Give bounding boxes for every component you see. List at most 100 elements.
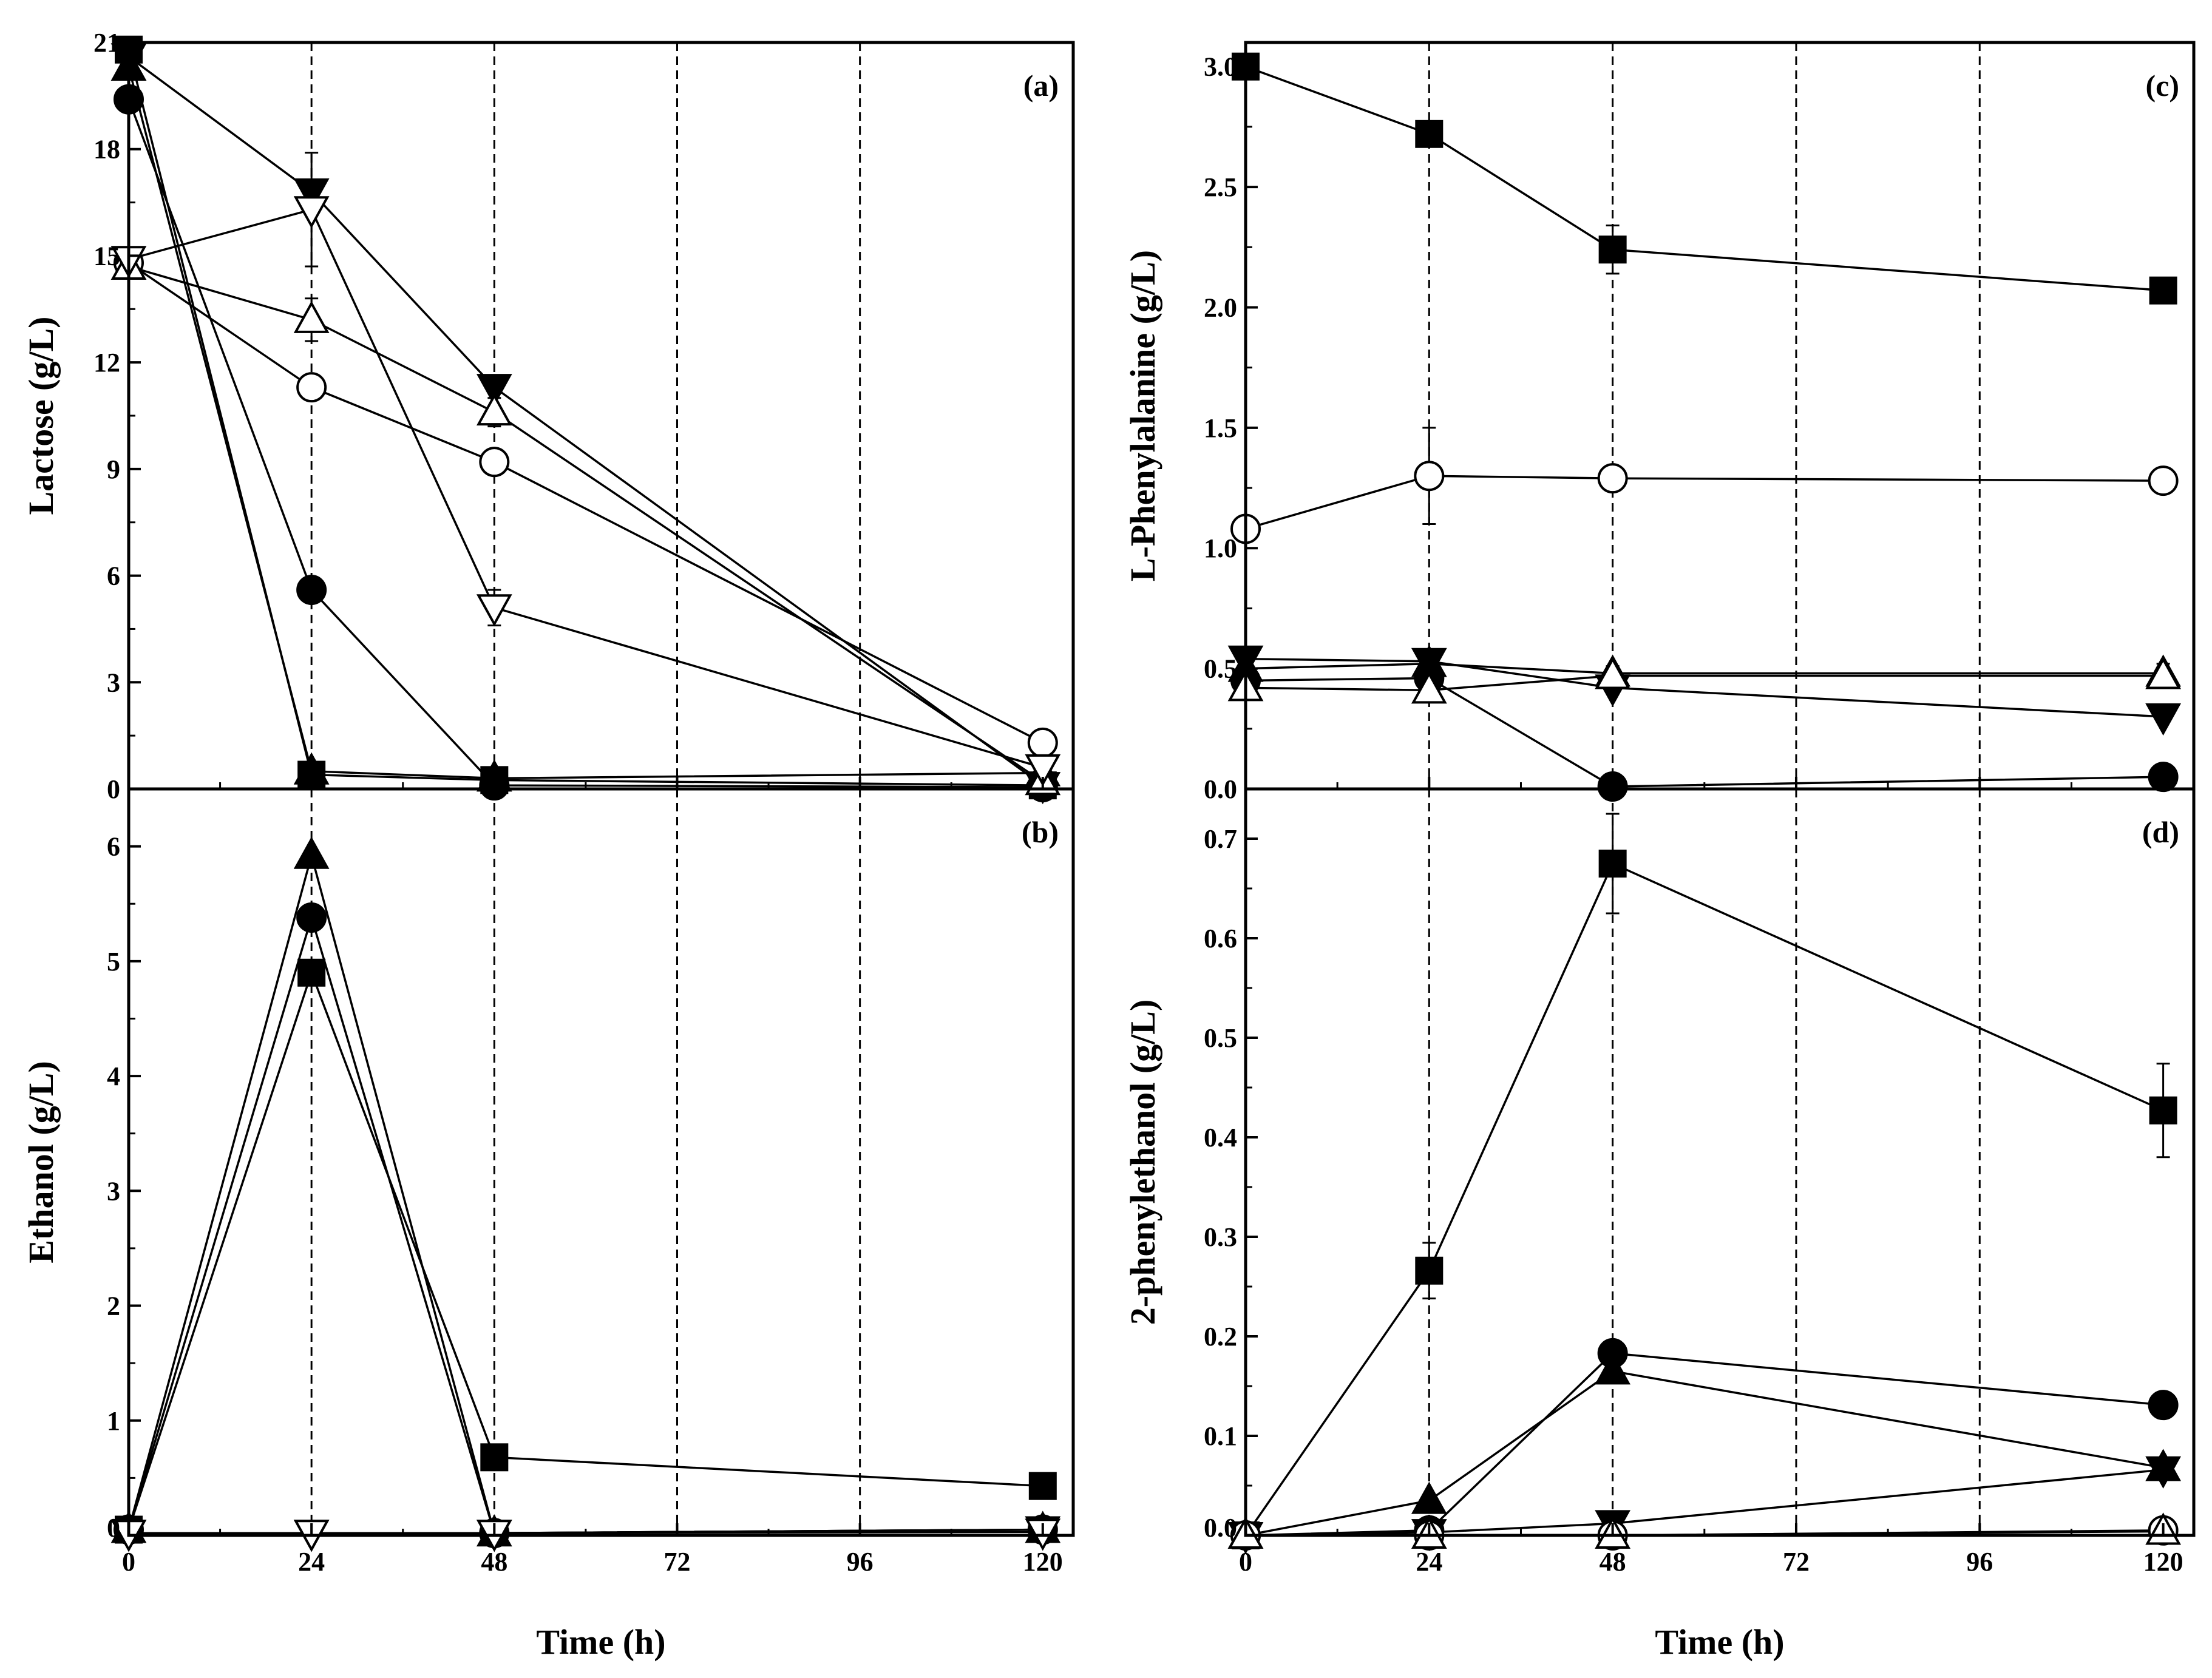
- y-tick-label-b-1: 1: [107, 1406, 120, 1436]
- point-a-6-2: [476, 594, 512, 627]
- y-tick-label-b-2: 2: [107, 1291, 120, 1321]
- x-tick-label-b-5: 120: [1023, 1547, 1063, 1577]
- point-d-0-2: [1598, 850, 1627, 878]
- series-line-a-3: [127, 56, 1043, 787]
- y-tick-label-d-1: 0.1: [1204, 1421, 1237, 1451]
- panel-label-a: (a): [1023, 69, 1059, 103]
- x-tick-label-d-3: 72: [1783, 1547, 1810, 1577]
- y-tick-label-c-3: 1.5: [1204, 413, 1237, 443]
- y-tick-label-c-0: 0.0: [1204, 774, 1237, 804]
- x-tick-label-d-2: 48: [1600, 1547, 1626, 1577]
- y-tick-label-a-0: 0: [107, 774, 120, 804]
- series-line-a-0: [127, 49, 1043, 787]
- x-tick-label-d-0: 0: [1239, 1547, 1252, 1577]
- point-c-0-3: [2149, 276, 2177, 305]
- y-tick-label-d-3: 0.3: [1204, 1222, 1237, 1252]
- x-tick-label-b-3: 72: [663, 1547, 690, 1577]
- series-line-a-2: [127, 67, 1043, 780]
- y-tick-label-d-0: 0.0: [1204, 1513, 1237, 1543]
- point-c-0-1: [1415, 120, 1444, 148]
- x-axis-title-b: Time (h): [536, 1622, 665, 1662]
- y-tick-label-a-5: 15: [93, 241, 120, 271]
- x-tick-label-b-1: 24: [298, 1547, 325, 1577]
- series-line-c-5: [1245, 674, 2163, 692]
- series-line-d-3: [1245, 1469, 2163, 1537]
- panel-c: 0.0 0.5 1.0 1.5 2.0 2.5 3.0 L-Phenylalanine (g/…: [1123, 41, 2196, 804]
- point-c-1-1: [1414, 461, 1445, 492]
- series-line-a-5: [128, 265, 1043, 783]
- point-d-1-3: [2148, 1390, 2179, 1421]
- x-tick-label-d-1: 24: [1416, 1547, 1442, 1577]
- x-tick-label-d-5: 120: [2143, 1547, 2183, 1577]
- series-line-c-3: [1245, 677, 2163, 788]
- series-line-c-1: [1245, 475, 2163, 530]
- series-line-a-4: [128, 262, 1043, 744]
- point-a-5-2: [476, 393, 512, 426]
- series-line-d-0: [1244, 862, 2164, 1536]
- y-axis-title-c: L-Phenylalanine (g/L): [1123, 250, 1162, 581]
- series-line-a-1: [127, 99, 1043, 788]
- series-line-a-6: [128, 208, 1043, 769]
- point-a-4-2: [479, 447, 510, 478]
- y-tick-label-b-5: 5: [107, 947, 120, 976]
- point-b-0-3: [1028, 1472, 1057, 1500]
- y-tick-label-a-2: 6: [107, 561, 120, 591]
- point-d-0-1: [1415, 1256, 1444, 1285]
- y-tick-label-a-4: 12: [93, 348, 120, 377]
- y-tick-label-c-1: 0.5: [1204, 654, 1237, 684]
- point-a-1-1: [296, 575, 327, 605]
- point-b-2-1: [293, 836, 330, 869]
- point-b-0-1: [297, 958, 326, 987]
- point-c-5-1: [1411, 671, 1447, 704]
- panel-label-d: (d): [2142, 815, 2179, 849]
- point-d-0-3: [2149, 1096, 2177, 1125]
- point-a-3-1: [293, 178, 330, 211]
- y-axis-title-d: 2-phenylethanol (g/L): [1123, 1000, 1162, 1325]
- y-tick-label-a-6: 18: [93, 135, 120, 164]
- point-c-5-2: [1595, 657, 1631, 689]
- y-tick-label-d-4: 0.4: [1204, 1123, 1237, 1152]
- panel-a: 0 3 6 9 12 15 18 21 Lactose (g/L) (a): [21, 28, 1075, 805]
- panel-b: 0 1 2 3 4 5 6 0 24 48 72 96 120 Time (h) Ethanol (g/L)…: [21, 787, 1075, 1662]
- series-line-b-2: [127, 851, 1043, 1534]
- y-axis-title-b: Ethanol (g/L): [21, 1061, 61, 1264]
- plot-frame-b: [127, 787, 1075, 1537]
- y-tick-label-c-2: 1.0: [1204, 533, 1237, 563]
- y-tick-label-a-1: 3: [107, 668, 120, 697]
- series-line-b-1: [127, 913, 1043, 1534]
- point-c-1-2: [1597, 463, 1628, 494]
- y-tick-label-d-2: 0.2: [1204, 1322, 1237, 1352]
- y-tick-label-b-3: 3: [107, 1176, 120, 1206]
- point-a-6-1: [293, 196, 330, 229]
- series-line-d-2: [1245, 1370, 2163, 1537]
- plot-frame-a: [127, 41, 1075, 791]
- point-b-1-1: [296, 902, 327, 933]
- y-tick-label-c-5: 2.5: [1204, 172, 1237, 202]
- plot-frame-d: [1244, 787, 2196, 1537]
- y-tick-label-b-4: 4: [107, 1061, 120, 1091]
- point-c-5-3: [2145, 657, 2182, 689]
- y-tick-label-a-7: 21: [93, 28, 120, 58]
- point-c-1-3: [2148, 465, 2179, 496]
- y-axis-title-a: Lactose (g/L): [21, 317, 61, 515]
- point-d-2-1: [1411, 1481, 1447, 1514]
- panel-d: 0.0 0.1 0.2 0.3 0.4 0.5 0.6 0.7 0 24 48 72 96 120 Time…: [1123, 787, 2196, 1662]
- x-tick-label-b-2: 48: [481, 1547, 507, 1577]
- x-axis-title-d: Time (h): [1655, 1622, 1784, 1662]
- point-a-4-3: [1027, 727, 1058, 758]
- point-a-4-1: [296, 372, 327, 403]
- panel-label-c: (c): [2146, 69, 2180, 103]
- y-tick-label-c-6: 3.0: [1204, 52, 1237, 82]
- series-line-c-2: [1245, 662, 2163, 675]
- point-a-5-1: [293, 300, 330, 333]
- y-tick-label-d-5: 0.5: [1204, 1023, 1237, 1053]
- y-tick-label-b-0: 0: [107, 1513, 120, 1543]
- panel-label-b: (b): [1022, 815, 1059, 849]
- point-a-6-3: [1025, 754, 1061, 787]
- x-tick-label-d-4: 96: [1966, 1547, 1993, 1577]
- point-c-4-1: [1411, 648, 1447, 680]
- point-b-0-2: [480, 1443, 509, 1472]
- y-tick-label-a-3: 9: [107, 455, 120, 484]
- y-tick-label-d-7: 0.7: [1204, 824, 1237, 854]
